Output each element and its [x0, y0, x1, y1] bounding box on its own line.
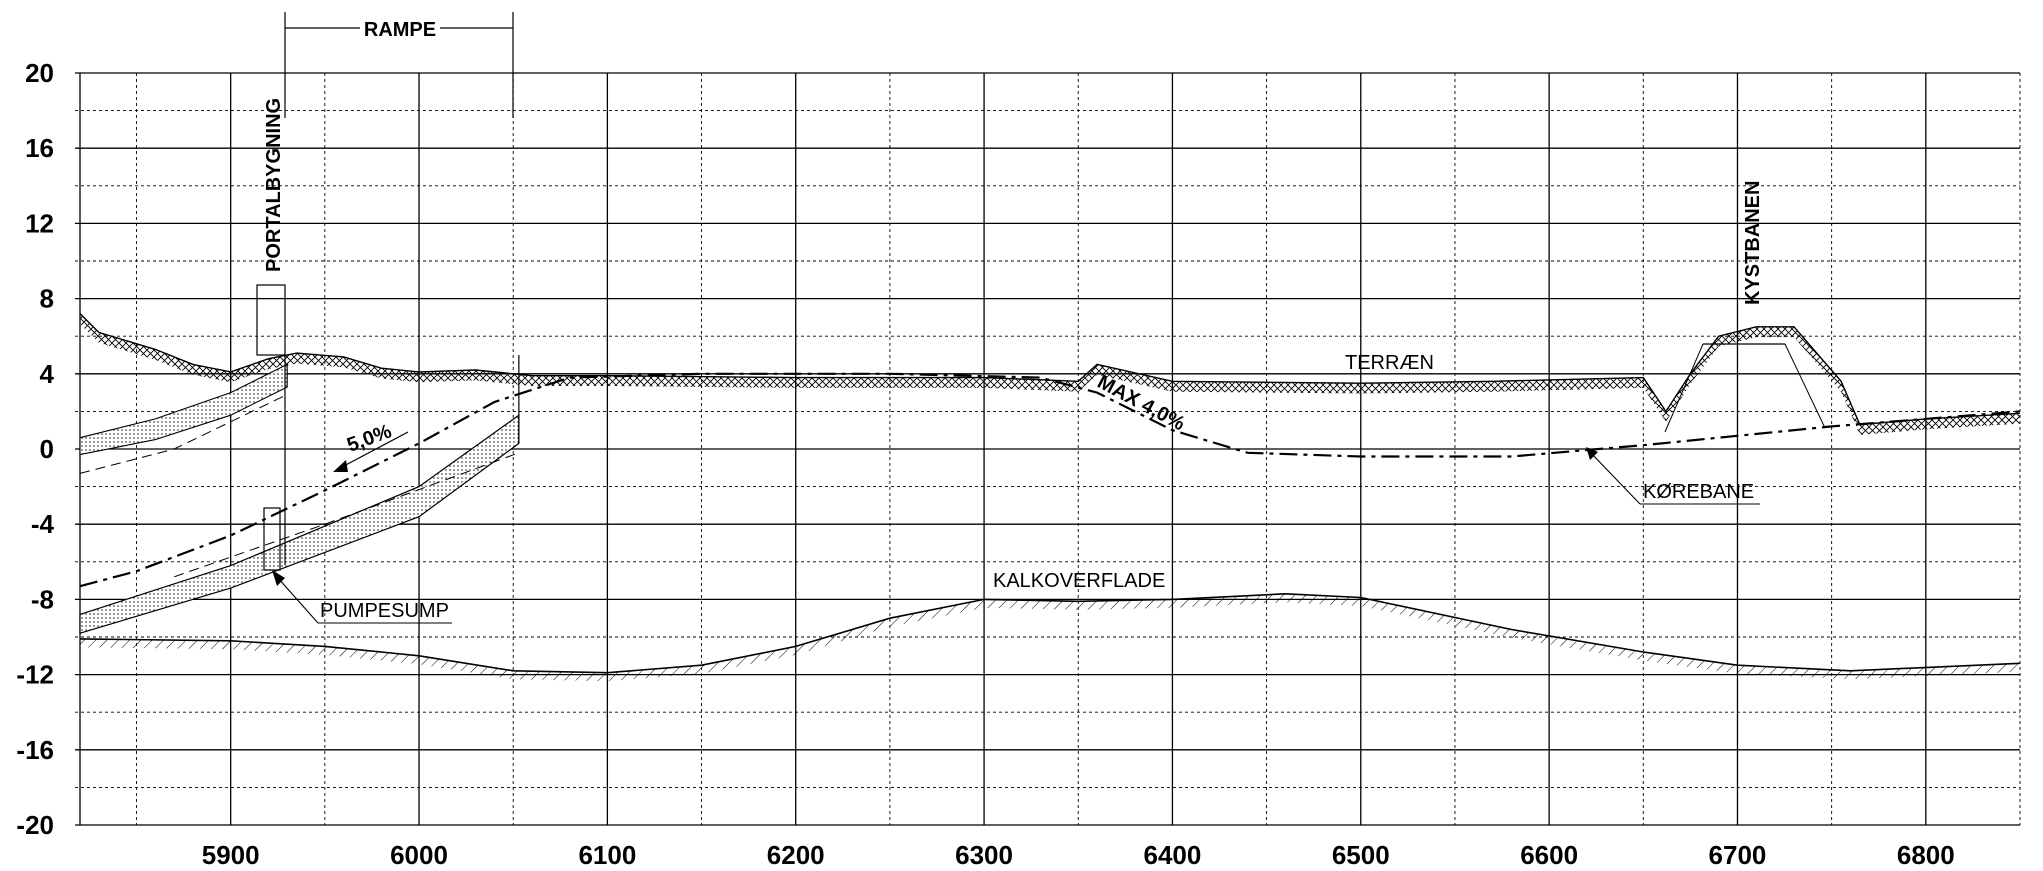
- rampe-dimension: RAMPE: [284, 12, 514, 118]
- grade-callout: 5,0%: [333, 420, 409, 472]
- pumpesump-label: PUMPESUMP: [320, 600, 449, 622]
- ramp-wall: [79, 363, 288, 456]
- terraen-label: TERRÆN: [1345, 352, 1434, 374]
- chalk-surface-fill: [80, 593, 2020, 682]
- y-tick-label: -20: [16, 810, 54, 840]
- x-tick-label: 6600: [1520, 840, 1578, 870]
- kystbanen-structure: KYSTBANEN: [1664, 181, 1826, 433]
- x-tick-label: 6500: [1332, 840, 1390, 870]
- y-tick-label: 20: [25, 58, 54, 88]
- kalkoverflade-label: KALKOVERFLADE: [993, 570, 1165, 592]
- x-tick-label: 6300: [955, 840, 1013, 870]
- x-tick-label: 6100: [578, 840, 636, 870]
- y-tick-label: 4: [40, 359, 55, 389]
- x-tick-label: 6000: [390, 840, 448, 870]
- x-tick-label: 6700: [1709, 840, 1767, 870]
- grid: [75, 72, 2021, 826]
- ramp-slab: [79, 414, 520, 635]
- terrain-fill: [80, 313, 2020, 435]
- chalk-surface-line: [79, 592, 2021, 674]
- portal-building: PORTALBYGNING: [256, 98, 286, 565]
- y-tick-label: -12: [16, 660, 54, 690]
- korebane-callout: KØREBANE: [1586, 447, 1760, 505]
- y-axis-labels: 20 16 12 8 4 0 -4 -8 -12 -16 -20: [16, 58, 54, 840]
- y-tick-label: 8: [40, 284, 54, 314]
- portalbygning-label: PORTALBYGNING: [263, 98, 285, 272]
- terrain-line: [79, 313, 2021, 426]
- y-tick-label: -4: [31, 509, 55, 539]
- y-tick-label: -16: [16, 735, 54, 765]
- rampe-label: RAMPE: [364, 19, 436, 41]
- kystbanen-label: KYSTBANEN: [1742, 181, 1764, 305]
- y-tick-label: 0: [40, 434, 54, 464]
- profile-lines: [79, 313, 2021, 682]
- grade-label: 5,0%: [344, 420, 395, 456]
- y-tick-label: -8: [31, 584, 54, 614]
- ramp-dashed-lower: [174, 452, 520, 578]
- road-line: [79, 372, 2021, 588]
- x-tick-label: 6400: [1144, 840, 1202, 870]
- korebane-label: KØREBANE: [1643, 481, 1754, 503]
- x-tick-label: 6800: [1897, 840, 1955, 870]
- x-tick-label: 6200: [767, 840, 825, 870]
- ramp-dashed-upper: [79, 394, 288, 474]
- y-tick-label: 16: [25, 133, 54, 163]
- x-tick-label: 5900: [202, 840, 260, 870]
- y-tick-label: 12: [25, 208, 54, 238]
- pumpesump: PUMPESUMP: [263, 507, 452, 624]
- x-axis-labels: 5900 6000 6100 6200 6300 6400 6500 6600 6700 6800: [202, 840, 1955, 870]
